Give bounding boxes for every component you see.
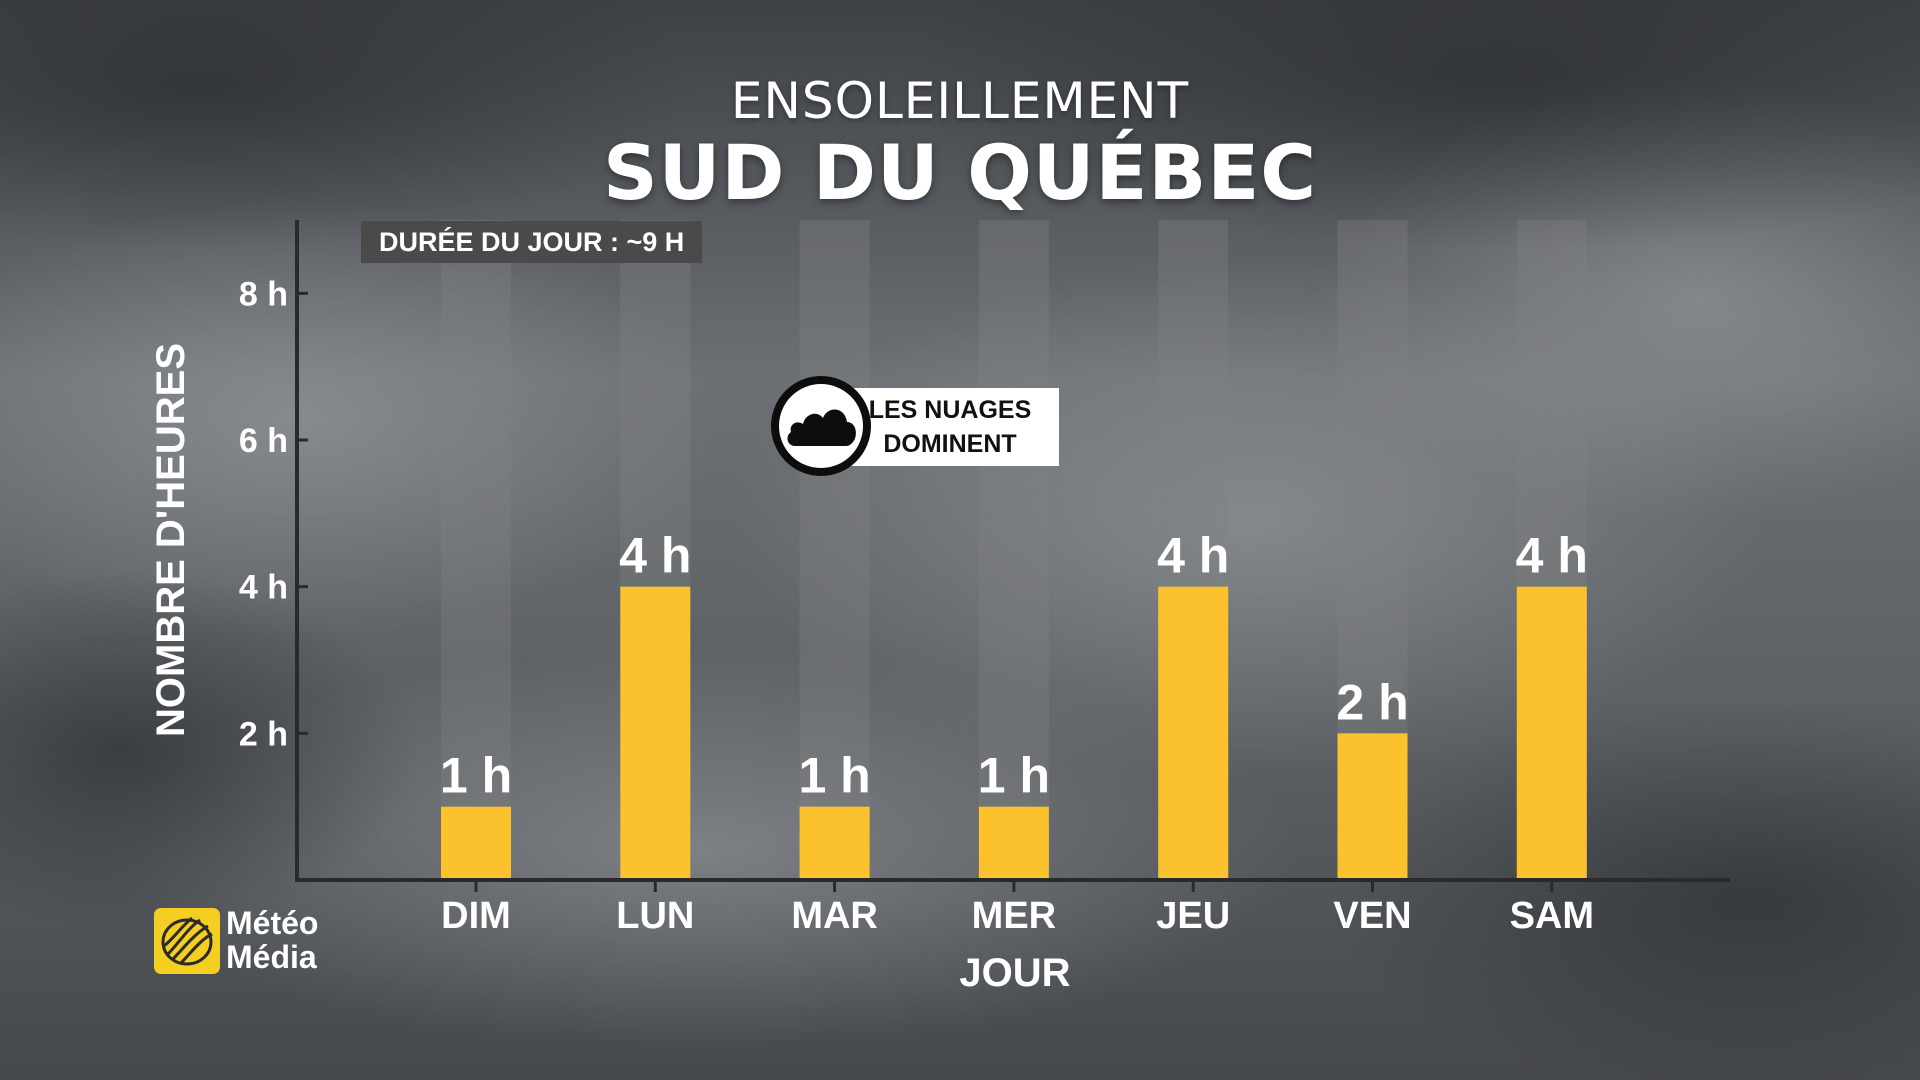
x-tick-label-lun: LUN bbox=[616, 895, 694, 937]
y-ticks-layer: 2 h 4 h 6 h 8 h bbox=[239, 275, 308, 753]
value-label-sam: 4 h bbox=[1516, 528, 1588, 584]
bar-dim bbox=[441, 806, 511, 880]
meteomedia-logo-icon bbox=[154, 908, 220, 974]
value-label-jeu: 4 h bbox=[1157, 528, 1229, 584]
bar-ven bbox=[1337, 733, 1408, 880]
y-tick-label-8: 8 h bbox=[239, 275, 288, 313]
brand-line-2: Média bbox=[226, 939, 317, 975]
x-tick-label-mar: MAR bbox=[791, 895, 878, 937]
callout-icon-circle bbox=[771, 376, 871, 476]
cloud-icon bbox=[787, 409, 856, 446]
callout-text-box: LES NUAGES DOMINENT bbox=[841, 388, 1059, 466]
bar-mar bbox=[799, 806, 870, 880]
clouds-callout: LES NUAGES DOMINENT bbox=[771, 376, 1059, 476]
y-tick-label-4: 4 h bbox=[239, 569, 288, 607]
x-tick-label-jeu: JEU bbox=[1156, 895, 1230, 937]
y-tick-label-2: 2 h bbox=[239, 715, 288, 753]
x-tick-label-sam: SAM bbox=[1510, 895, 1594, 937]
y-tick-label-6: 6 h bbox=[239, 422, 288, 460]
day-length-track-mer bbox=[978, 220, 1049, 880]
brand-line-1: Météo bbox=[226, 905, 319, 941]
bar-sam bbox=[1516, 586, 1587, 880]
value-label-mar: 1 h bbox=[798, 748, 870, 804]
x-axis-label: JOUR bbox=[959, 951, 1070, 995]
x-tick-label-mer: MER bbox=[972, 895, 1056, 937]
x-tick-label-ven: VEN bbox=[1333, 895, 1411, 937]
meteomedia-wordmark: Météo Média bbox=[226, 906, 318, 974]
day-length-track-mar bbox=[799, 220, 870, 880]
value-label-dim: 1 h bbox=[440, 748, 512, 804]
meteomedia-logo: Météo Média bbox=[154, 906, 334, 978]
day-length-track-dim bbox=[441, 220, 511, 880]
value-labels-layer: 1 h 4 h 1 h 1 h 4 h 2 h 4 h bbox=[440, 528, 1588, 804]
value-label-lun: 4 h bbox=[619, 528, 691, 584]
x-ticks-layer: DIM LUN MAR MER JEU VEN SAM bbox=[441, 880, 1594, 937]
x-tick-label-dim: DIM bbox=[441, 895, 511, 937]
callout-line-2: DOMINENT bbox=[883, 430, 1017, 458]
bar-lun bbox=[620, 586, 691, 880]
bar-mer bbox=[978, 806, 1049, 880]
day-length-badge: DURÉE DU JOUR : ~9 H bbox=[361, 221, 703, 263]
value-label-mer: 1 h bbox=[978, 748, 1050, 804]
value-label-ven: 2 h bbox=[1336, 674, 1408, 730]
bar-jeu bbox=[1158, 586, 1229, 880]
chart-title: SUD DU QUÉBEC bbox=[602, 128, 1318, 217]
y-axis-label: NOMBRE D'HEURES bbox=[149, 343, 193, 737]
bars-layer bbox=[441, 586, 1587, 880]
callout-line-1: LES NUAGES bbox=[868, 396, 1032, 424]
chart-subtitle: ENSOLEILLEMENT bbox=[730, 72, 1190, 130]
